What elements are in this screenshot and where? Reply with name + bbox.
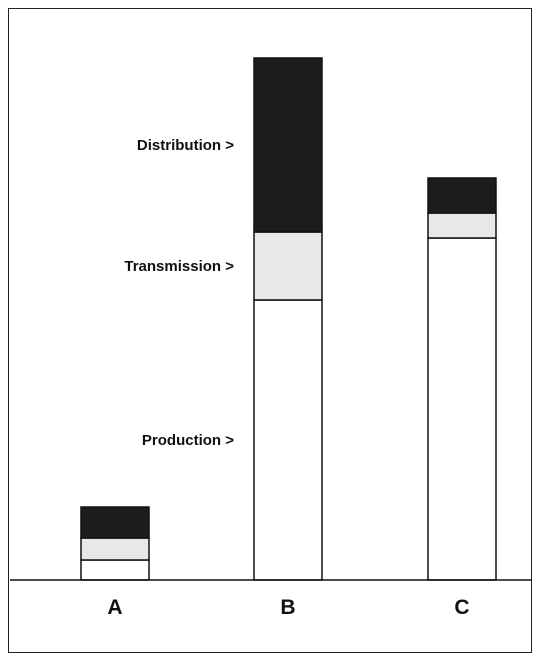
segment-label-production: Production > [142, 432, 234, 449]
segment-label-transmission: Transmission > [124, 258, 234, 275]
bars-group [80, 57, 497, 581]
bar-a-transmission [80, 537, 150, 561]
segment-labels-group: Distribution > Transmission > Production > [124, 137, 234, 449]
bar-b-production [253, 299, 323, 581]
category-labels-group: A B C [107, 596, 469, 619]
bar-b-transmission [253, 231, 323, 301]
bar-b-distribution [253, 57, 323, 233]
bar-c-production [427, 237, 497, 581]
bar-a-production [80, 559, 150, 581]
category-label-c: C [454, 596, 469, 619]
category-label-a: A [107, 596, 122, 619]
bar-a-distribution [80, 506, 150, 539]
bar-c-distribution [427, 177, 497, 214]
category-label-b: B [280, 596, 295, 619]
segment-label-distribution: Distribution > [137, 137, 234, 154]
chart-frame [8, 8, 532, 653]
bar-c-transmission [427, 212, 497, 239]
